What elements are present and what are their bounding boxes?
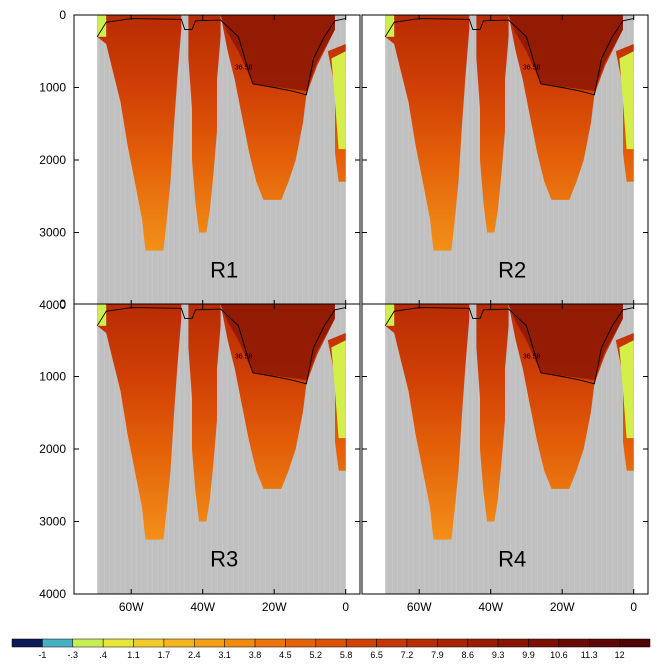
panels: 36.58 R1 0 1000 2000 3000 4000 36.58 R2 36.58 R3 60… (39, 8, 649, 614)
panel-label: R1 (210, 257, 238, 282)
contour-line (96, 307, 346, 385)
y-tick-label: 0 (59, 297, 66, 311)
x-tick-label: 20W (262, 600, 287, 614)
colorbar-swatch (102, 638, 134, 648)
colorbar-swatch (72, 638, 104, 648)
colorbar-label: 9.3 (492, 650, 505, 660)
contour-line (96, 18, 346, 96)
colorbar-label: 5.8 (340, 650, 353, 660)
y-tick-label: 2000 (39, 442, 66, 456)
colorbar-label: 2.4 (188, 650, 201, 660)
cold-patch-east (331, 340, 346, 439)
colorbar-label: 6.5 (370, 650, 383, 660)
contour-line (384, 307, 634, 385)
colorbar-swatch (376, 638, 408, 648)
y-tick-label: 1000 (39, 81, 66, 95)
contour-label: 36.58 (523, 353, 541, 360)
y-tick-label: 0 (59, 8, 66, 22)
colorbar-swatch (406, 638, 438, 648)
colorbar-swatch (285, 638, 317, 648)
colorbar-label: 1.1 (127, 650, 140, 660)
x-tick-label: 60W (119, 600, 144, 614)
colorbar-swatch (467, 638, 499, 648)
colorbar-swatch (528, 638, 560, 648)
x-tick-label: 0 (630, 600, 637, 614)
colorbar-label: 12 (615, 650, 625, 660)
colorbar-swatch (497, 638, 529, 648)
contour-label: 36.58 (523, 64, 541, 71)
cold-patch-east (331, 51, 346, 150)
colorbar-label: 9.9 (522, 650, 535, 660)
colorbar-swatch (224, 638, 256, 648)
colorbar-label: -.3 (68, 650, 79, 660)
panel-r3: 36.58 R3 60W 40W 20W 0 0 1000 2000 3000 4000 (39, 297, 361, 614)
contour-line (384, 18, 634, 96)
colorbar-label: 5.2 (310, 650, 323, 660)
colorbar-swatch (558, 638, 590, 648)
panel-r2: 36.58 R2 (361, 14, 649, 306)
colorbar: -1 -.3 .4 1.1 1.7 2.4 3.1 3.8 4.5 5.2 5.8 6.5 7.2 7.9… (11, 638, 651, 660)
colorbar-label: 10.6 (550, 650, 568, 660)
colorbar-label: 3.8 (249, 650, 262, 660)
x-tick-label: 20W (550, 600, 575, 614)
colorbar-swatch (254, 638, 286, 648)
panel-r4: 36.58 R4 60W 40W 20W 0 (361, 303, 649, 614)
panel-label: R2 (498, 257, 526, 282)
colorbar-label: 7.9 (431, 650, 444, 660)
colorbar-label: 1.7 (158, 650, 171, 660)
colorbar-swatch (194, 638, 225, 648)
colorbar-swatch (11, 638, 43, 648)
colorbar-swatch (163, 638, 195, 648)
x-tick-label: 40W (190, 600, 215, 614)
colorbar-swatch (42, 638, 74, 648)
cold-patch-west (97, 15, 107, 37)
cold-patch-west (97, 304, 107, 326)
colorbar-swatch (588, 638, 620, 648)
colorbar-label: .4 (99, 650, 107, 660)
colorbar-label: -1 (38, 650, 46, 660)
colorbar-label: 11.3 (581, 650, 598, 660)
contour-label: 36.58 (235, 353, 253, 360)
x-tick-label: 0 (342, 600, 349, 614)
y-tick-label: 1000 (39, 370, 66, 384)
colorbar-swatch (437, 638, 468, 648)
cold-patch-west (385, 15, 395, 37)
colorbar-label: 4.5 (279, 650, 292, 660)
panel-r1: 36.58 R1 0 1000 2000 3000 4000 (39, 8, 361, 312)
panel-label: R4 (498, 546, 526, 571)
cold-patch-west (385, 304, 395, 326)
contour-label: 36.58 (235, 64, 253, 71)
cold-patch-east (619, 340, 634, 439)
colorbar-label: 3.1 (218, 650, 231, 660)
colorbar-swatch (345, 638, 377, 648)
y-tick-label: 3000 (39, 515, 66, 529)
cold-patch-east (619, 51, 634, 150)
colorbar-swatch (133, 638, 165, 648)
y-tick-label: 3000 (39, 226, 66, 240)
y-tick-label: 4000 (39, 298, 66, 312)
x-tick-label: 60W (407, 600, 432, 614)
y-tick-label: 2000 (39, 153, 66, 167)
colorbar-label: 7.2 (401, 650, 414, 660)
x-tick-label: 40W (478, 600, 503, 614)
y-tick-label: 4000 (39, 587, 66, 601)
colorbar-swatch (315, 638, 347, 648)
colorbar-swatch (619, 638, 651, 648)
colorbar-label: 8.6 (461, 650, 474, 660)
panel-label: R3 (210, 546, 238, 571)
